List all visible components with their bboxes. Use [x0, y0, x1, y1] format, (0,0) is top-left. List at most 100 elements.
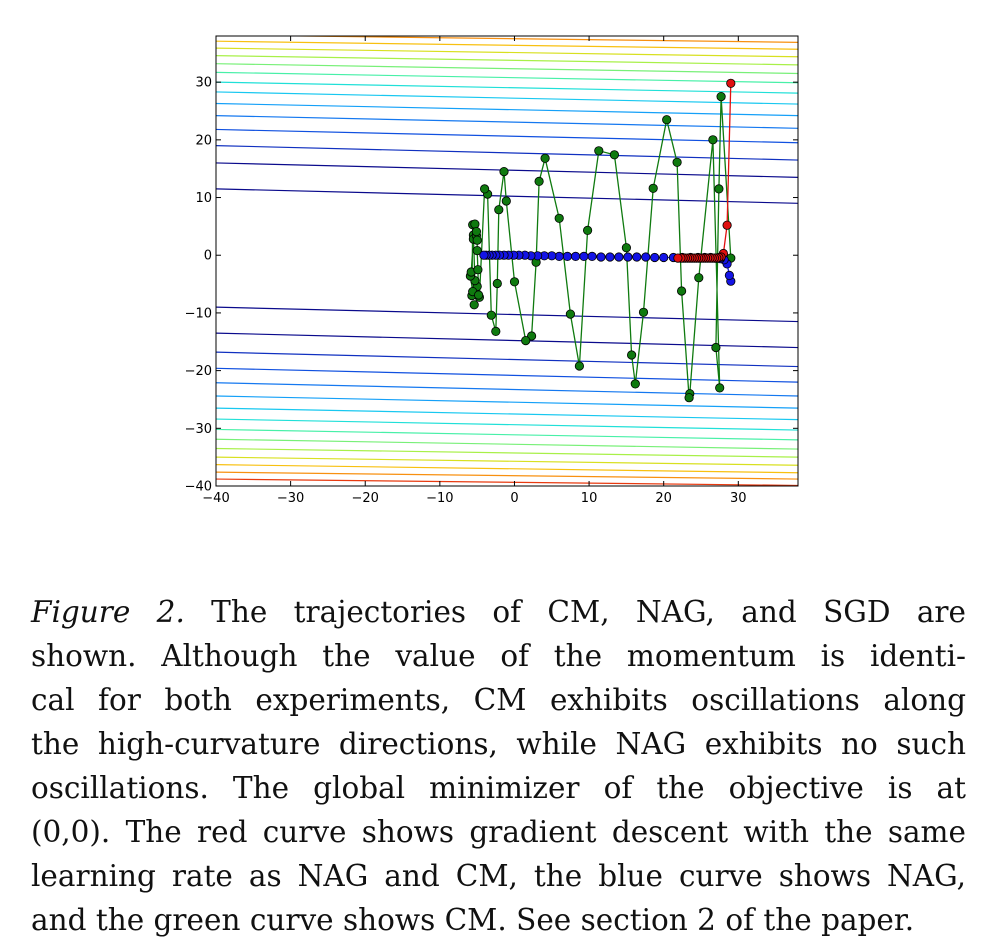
contour-line	[216, 382, 798, 397]
data-point	[722, 220, 732, 230]
data-point	[609, 150, 620, 160]
caption-line: learning rate as NAG and CM, the blue cu…	[31, 859, 966, 893]
contour-line	[216, 306, 798, 323]
caption-line: oscillations. The global minimizer of th…	[31, 771, 966, 805]
contour-line	[216, 145, 798, 161]
contour-line	[216, 478, 798, 486]
data-point	[473, 265, 483, 275]
data-point	[491, 326, 501, 336]
data-point	[672, 157, 682, 167]
contour-line	[216, 47, 798, 58]
contour-line	[216, 428, 798, 441]
data-point	[614, 252, 624, 262]
y-tick-label: −40	[185, 480, 212, 495]
data-point	[724, 270, 735, 280]
data-point	[605, 252, 615, 262]
contour-line	[216, 418, 798, 431]
data-point	[570, 251, 581, 261]
data-point	[711, 342, 721, 353]
data-point	[716, 92, 726, 102]
contour-line	[216, 55, 798, 66]
data-point	[494, 205, 504, 215]
data-point	[708, 135, 718, 145]
x-tick-label: −40	[202, 491, 229, 506]
series-line	[677, 83, 732, 259]
contour-line	[216, 471, 798, 480]
contour-line	[216, 332, 798, 349]
x-tick-label: 10	[581, 491, 598, 506]
data-point	[650, 252, 660, 263]
figure-label: Figure 2.	[31, 595, 185, 629]
contour-lines	[216, 36, 798, 486]
data-point	[574, 361, 585, 371]
data-point	[565, 309, 576, 319]
data-point	[676, 286, 687, 296]
contour-line	[216, 407, 798, 421]
y-tick-label: −20	[185, 364, 212, 379]
axis-ticks: −40 −30 −20 −10 0 10 20 30 −40 −30 −20 −10 0 10 20 30	[185, 36, 798, 506]
data-point	[479, 184, 490, 194]
figure-caption: Figure 2. The trajectories of CM, NAG, a…	[31, 590, 966, 942]
y-tick-label: 0	[204, 249, 212, 264]
data-point	[509, 277, 520, 287]
contour-line	[216, 188, 798, 204]
contour-line	[216, 40, 798, 50]
data-point	[659, 252, 669, 263]
data-point	[587, 251, 597, 261]
y-tick-label: 10	[195, 191, 212, 206]
data-point	[472, 235, 482, 245]
data-point	[470, 219, 480, 229]
data-point	[714, 184, 724, 194]
data-point	[499, 167, 509, 177]
data-point	[638, 307, 649, 317]
data-point	[579, 251, 589, 261]
contour-line	[216, 456, 798, 466]
contour-line	[216, 102, 798, 117]
y-tick-label: 30	[195, 76, 212, 91]
x-tick-label: −30	[277, 491, 304, 506]
contour-line	[216, 115, 798, 129]
data-point	[662, 115, 672, 125]
data-point	[694, 273, 704, 283]
trajectory-series	[465, 78, 736, 403]
data-point	[582, 225, 593, 235]
contour-line	[216, 91, 798, 105]
x-tick-label: 30	[730, 491, 747, 506]
series-line	[469, 96, 732, 398]
data-point	[623, 252, 633, 262]
data-point	[673, 253, 683, 263]
caption-line: the high-curvature directions, while NAG…	[31, 727, 966, 761]
series-sgd	[673, 78, 736, 263]
data-point	[479, 250, 489, 260]
caption-line: Figure 2. The trajectories of CM, NAG, a…	[31, 595, 966, 629]
x-tick-label: 20	[655, 491, 672, 506]
caption-line: and the green curve shows CM. See sectio…	[31, 903, 915, 937]
data-point	[726, 78, 736, 88]
data-point	[562, 251, 573, 261]
data-point	[684, 393, 694, 403]
x-tick-label: 0	[510, 491, 518, 506]
contour-line	[216, 81, 798, 94]
data-point	[540, 153, 550, 163]
data-point	[632, 252, 642, 262]
caption-line: (0,0). The red curve shows gradient desc…	[31, 815, 966, 849]
contour-line	[216, 395, 798, 409]
contour-line	[216, 351, 798, 368]
contour-line	[216, 438, 798, 450]
data-point	[473, 290, 484, 300]
data-point	[501, 196, 511, 206]
data-point	[486, 310, 496, 320]
data-point	[596, 252, 606, 262]
contour-line	[216, 447, 798, 458]
figure-2-plot: −40 −30 −20 −10 0 10 20 30 −40 −30 −20 −10 0 10 20 30	[185, 35, 799, 506]
y-tick-label: −30	[185, 422, 212, 437]
data-point	[621, 243, 632, 253]
data-point	[594, 146, 604, 156]
y-tick-label: −10	[185, 306, 212, 321]
data-point	[492, 278, 502, 289]
data-point	[648, 183, 658, 193]
data-point	[472, 246, 482, 256]
caption-line: shown. Although the value of the momentu…	[31, 639, 966, 673]
plot-frame	[215, 35, 799, 487]
data-point	[715, 383, 725, 393]
